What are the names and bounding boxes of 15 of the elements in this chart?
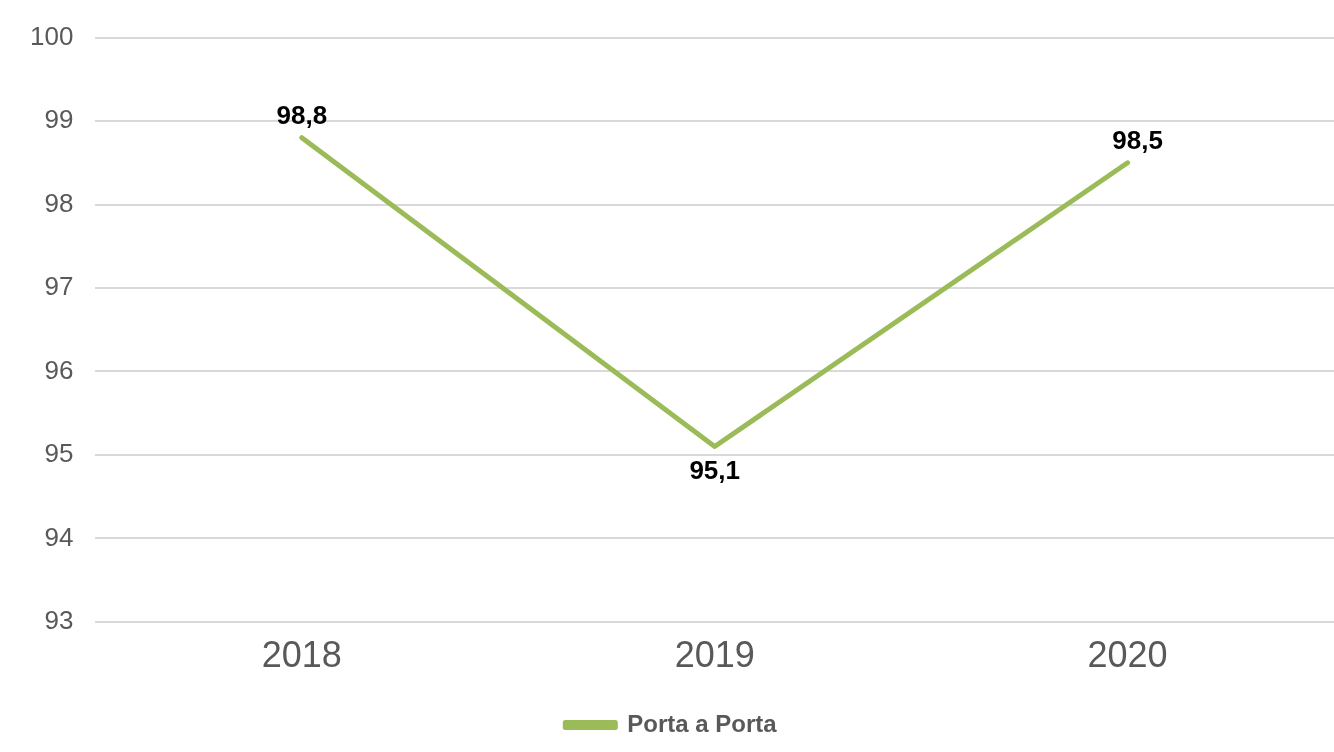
y-tick-label: 95	[44, 438, 74, 469]
x-tick-label: 2018	[261, 634, 342, 676]
x-tick-label: 2019	[674, 634, 755, 676]
data-label: 98,8	[276, 99, 328, 130]
y-tick-label: 97	[44, 271, 74, 302]
data-label: 95,1	[689, 454, 740, 485]
y-tick-label: 94	[44, 521, 74, 552]
y-tick-label: 96	[44, 354, 74, 385]
y-tick-label: 100	[29, 20, 74, 51]
y-tick-label: 98	[44, 187, 74, 218]
x-tick-label: 2020	[1087, 634, 1168, 676]
legend-label: Porta a Porta	[627, 709, 778, 737]
data-label: 98,5	[1112, 124, 1163, 155]
y-tick-label: 93	[44, 604, 74, 635]
y-tick-label: 99	[44, 104, 74, 135]
